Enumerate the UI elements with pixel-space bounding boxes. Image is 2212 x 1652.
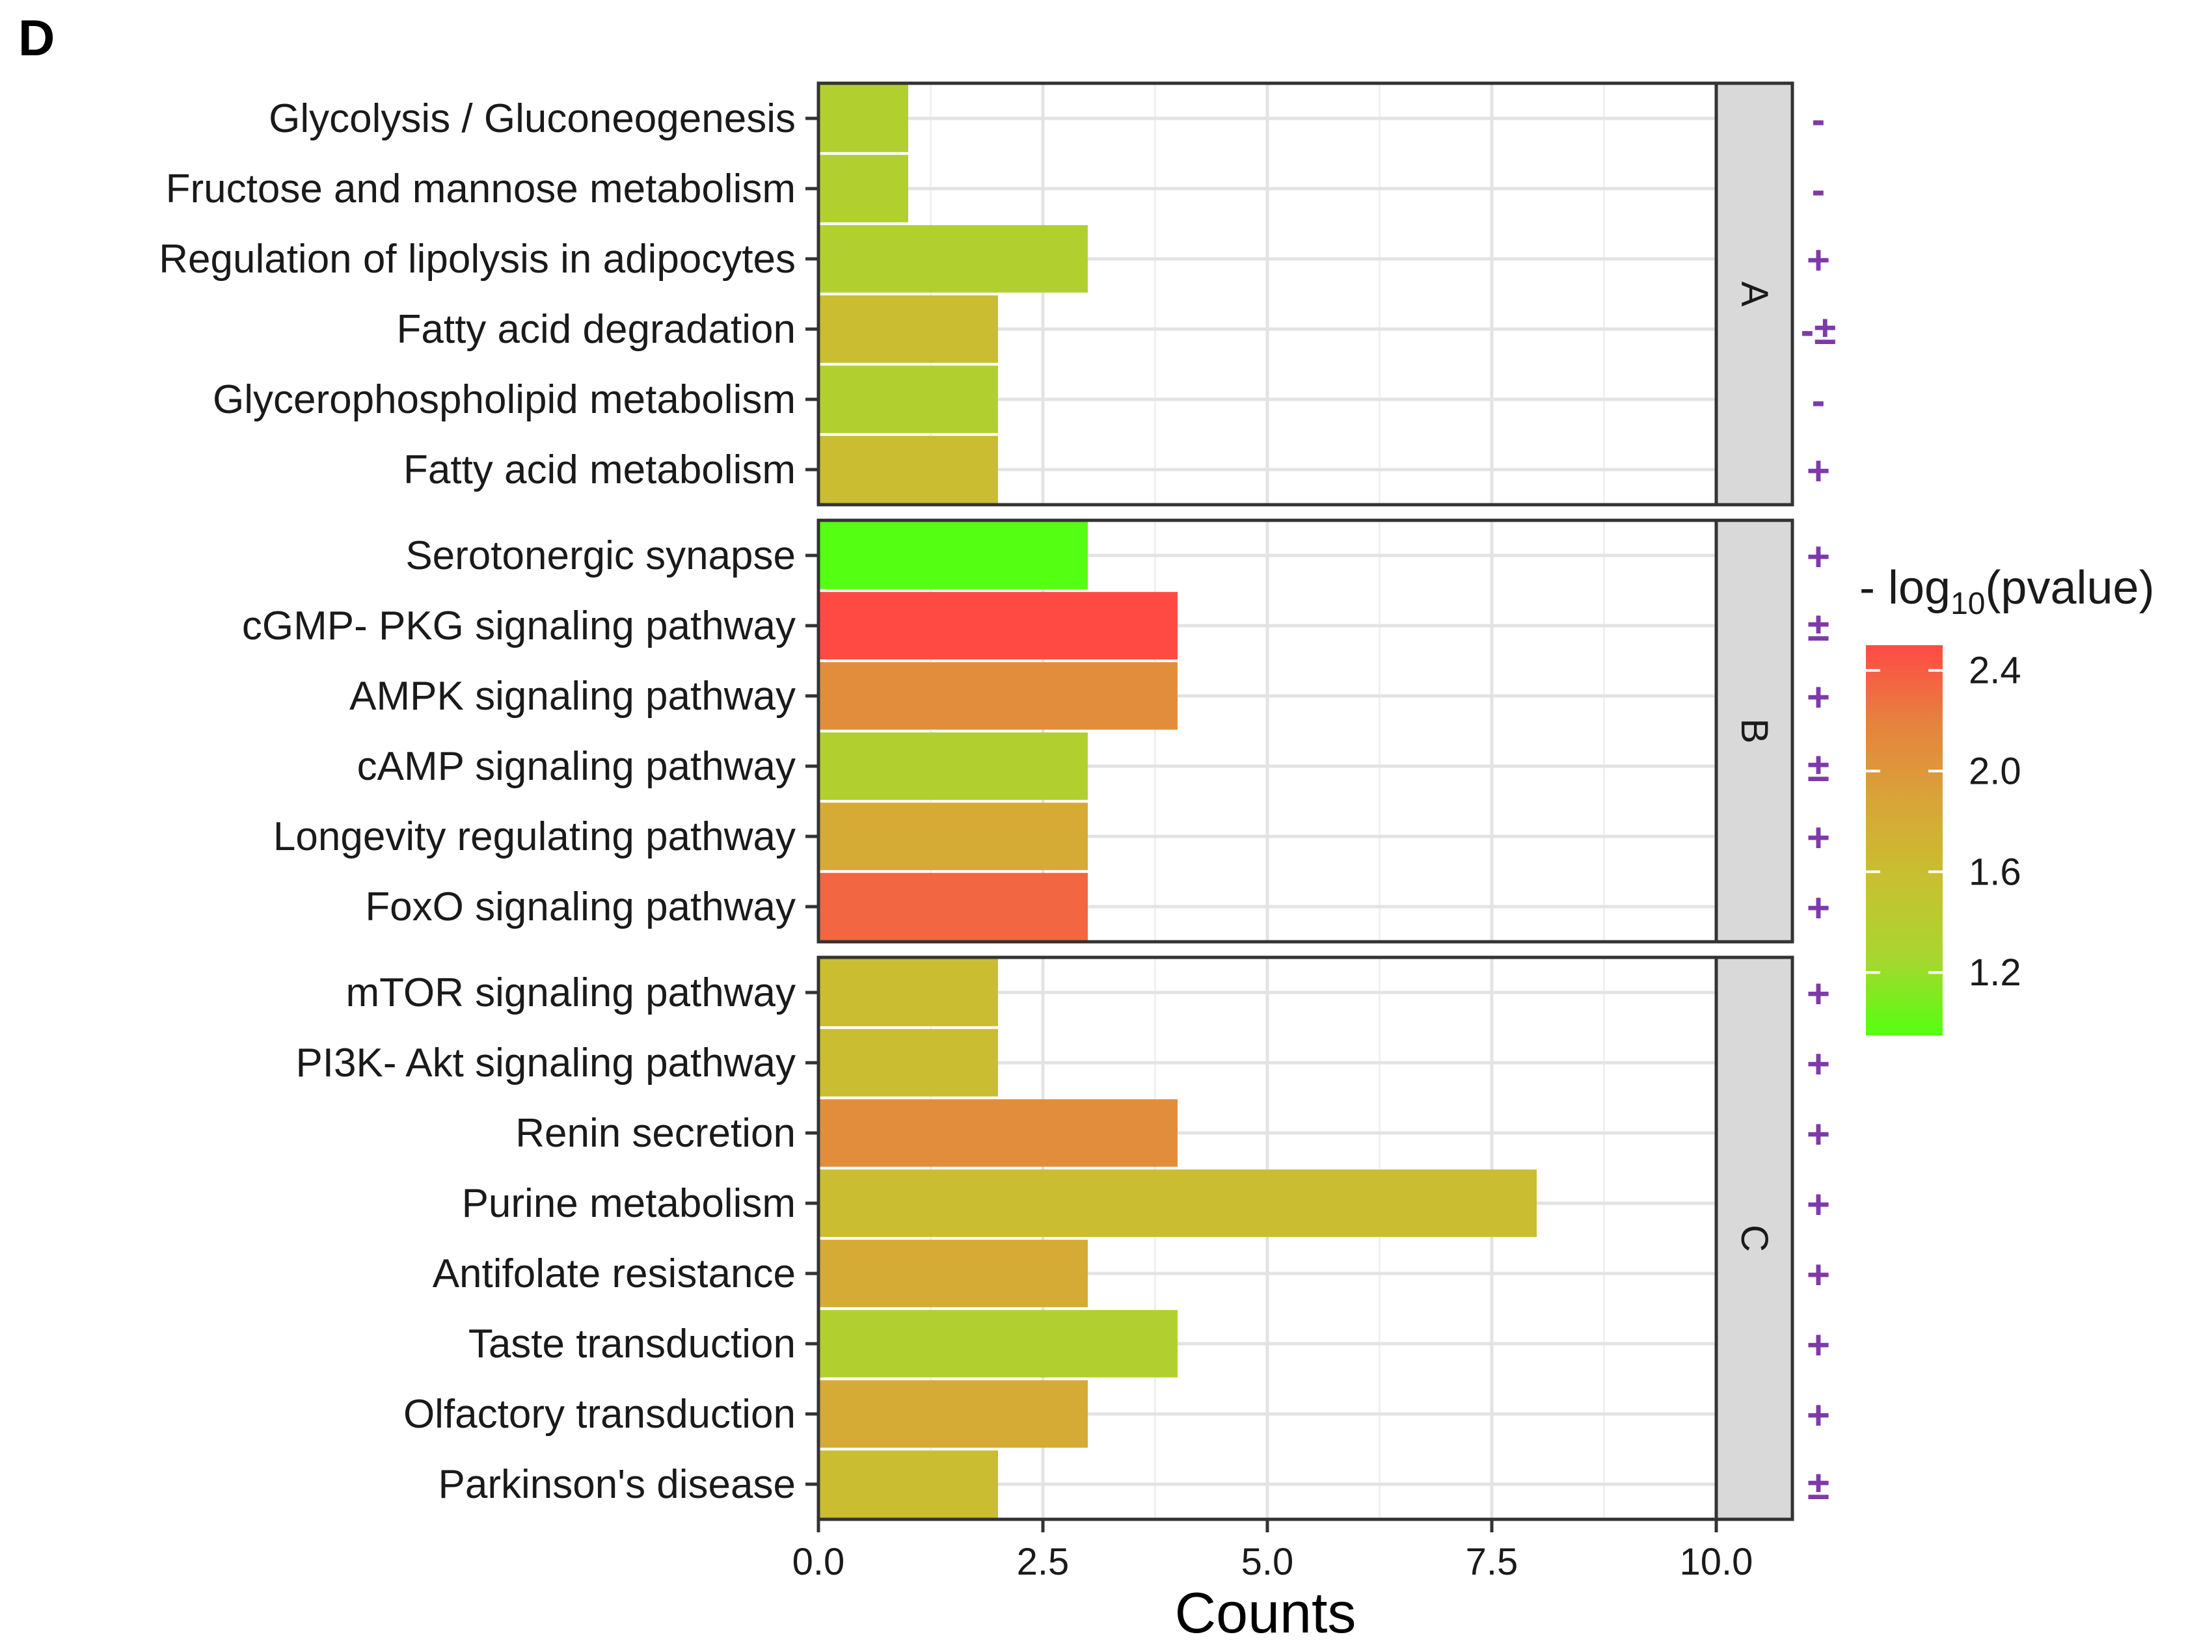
regulation-marker: + <box>1807 238 1830 283</box>
bar <box>818 1029 998 1097</box>
category-label: Serotonergic synapse <box>405 533 796 578</box>
category-label: Taste transduction <box>468 1322 796 1366</box>
regulation-marker: + <box>1807 816 1830 860</box>
panel-letter: D <box>18 9 55 66</box>
x-tick-label: 2.5 <box>1017 1541 1070 1583</box>
category-label: Olfactory transduction <box>403 1392 796 1437</box>
facet-strip-label: C <box>1733 1225 1775 1252</box>
bar <box>818 85 908 152</box>
category-label: Longevity regulating pathway <box>273 814 796 859</box>
regulation-marker: -± <box>1801 308 1837 353</box>
legend-tick-label: 2.0 <box>1969 751 2021 793</box>
regulation-marker: + <box>1807 675 1830 720</box>
category-label: cGMP- PKG signaling pathway <box>242 604 796 648</box>
legend-tick-label: 1.2 <box>1969 952 2021 994</box>
facet-strip <box>1714 518 1794 944</box>
facet-panel-a: Glycolysis / Gluconeogenesis - Fructose an… <box>159 81 1837 507</box>
category-label: Fructose and mannose metabolism <box>166 167 796 211</box>
bar <box>818 225 1088 293</box>
bar <box>818 366 998 433</box>
category-label: Fatty acid degradation <box>397 307 796 352</box>
regulation-marker: - <box>1812 168 1826 213</box>
color-legend: - log10(pvalue) 2.4 2.0 1.6 1.2 <box>1859 562 2155 1035</box>
regulation-marker: + <box>1807 1393 1830 1438</box>
legend-tick-label: 1.6 <box>1969 851 2021 893</box>
category-label: cAMP signaling pathway <box>357 744 796 789</box>
bar <box>818 155 908 222</box>
bar <box>818 1450 998 1518</box>
regulation-marker: + <box>1807 1323 1830 1368</box>
regulation-marker: + <box>1807 1182 1830 1227</box>
regulation-marker: + <box>1807 1112 1830 1157</box>
bar <box>818 959 998 1026</box>
bar <box>818 295 998 363</box>
facet-panel-c: mTOR signaling pathway + PI3K- Akt signali… <box>295 955 1830 1521</box>
facet-strip-label: A <box>1733 282 1775 307</box>
legend-title: - log10(pvalue) <box>1859 562 2155 621</box>
bar <box>818 592 1178 659</box>
bar <box>818 1169 1537 1237</box>
facet-strip <box>1714 955 1794 1521</box>
x-tick-label: 0.0 <box>792 1541 845 1583</box>
category-label: Purine metabolism <box>462 1181 796 1226</box>
x-tick-label: 10.0 <box>1680 1541 1753 1583</box>
bar <box>818 1380 1088 1448</box>
bar <box>818 1240 1088 1307</box>
category-label: mTOR signaling pathway <box>345 970 796 1015</box>
category-label: Parkinson's disease <box>438 1462 796 1507</box>
bar <box>818 873 1088 940</box>
bar <box>818 1099 1178 1167</box>
category-label: AMPK signaling pathway <box>349 674 796 719</box>
category-label: Renin secretion <box>515 1111 796 1156</box>
category-label: FoxO signaling pathway <box>365 885 796 929</box>
category-label: Glycolysis / Gluconeogenesis <box>269 96 796 141</box>
regulation-marker: ± <box>1807 1463 1829 1508</box>
facet-panels: Glycolysis / Gluconeogenesis - Fructose an… <box>159 81 1837 1521</box>
regulation-marker: + <box>1807 1253 1830 1298</box>
regulation-marker: + <box>1807 886 1830 931</box>
x-tick-label: 5.0 <box>1241 1541 1294 1583</box>
bar <box>818 732 1088 800</box>
category-label: PI3K- Akt signaling pathway <box>295 1041 796 1086</box>
regulation-marker: ± <box>1807 605 1829 650</box>
bar <box>818 1310 1178 1378</box>
bar <box>818 436 998 503</box>
regulation-marker: + <box>1807 1042 1830 1087</box>
facet-panel-b: Serotonergic synapse + cGMP- PKG signaling… <box>242 518 1830 944</box>
bar <box>818 662 1178 730</box>
facet-strip <box>1714 81 1794 507</box>
legend-colorbar <box>1866 645 1943 1035</box>
regulation-marker: - <box>1812 379 1826 423</box>
regulation-marker: + <box>1807 535 1830 580</box>
regulation-marker: ± <box>1807 745 1829 790</box>
category-label: Fatty acid metabolism <box>403 447 796 492</box>
bar <box>818 803 1088 870</box>
legend-tick-label: 2.4 <box>1969 650 2021 692</box>
category-label: Regulation of lipolysis in adipocytes <box>159 237 796 282</box>
category-label: Glycerophospholipid metabolism <box>213 377 796 422</box>
regulation-marker: + <box>1807 449 1830 494</box>
x-axis: 0.0 2.5 5.0 7.5 10.0 <box>792 1519 1753 1583</box>
regulation-marker: - <box>1812 98 1826 142</box>
facet-strip-label: B <box>1733 719 1775 744</box>
bar <box>818 522 1088 589</box>
regulation-marker: + <box>1807 972 1830 1017</box>
x-tick-label: 7.5 <box>1466 1541 1518 1583</box>
x-axis-title: Counts <box>1175 1580 1356 1645</box>
category-label: Antifolate resistance <box>433 1251 796 1296</box>
